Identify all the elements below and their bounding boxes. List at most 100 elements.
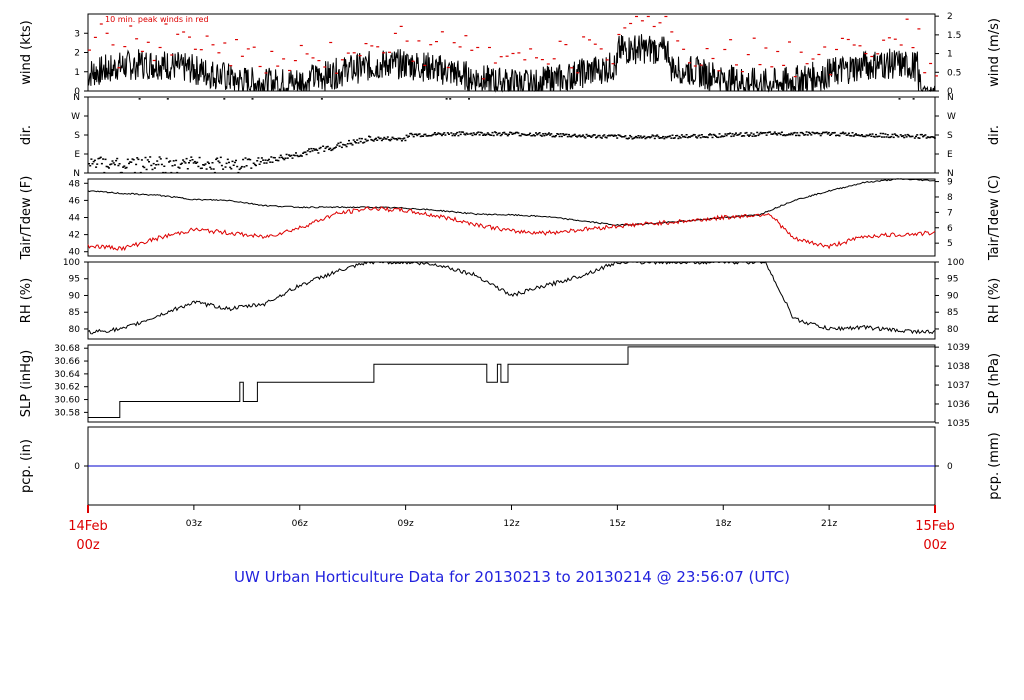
dir-point [131,158,134,160]
dir-point [830,133,833,135]
dir-point [777,132,780,134]
dir-point [875,133,877,136]
dir-point [855,133,857,135]
dir-point [236,165,239,168]
rh-series-line [87,261,936,335]
wind-peak-mark [799,51,803,53]
dir-point [180,162,183,165]
ylabel-left-precip: pcp. (in) [19,439,34,493]
dir-point [705,136,708,138]
dir-point [272,156,275,159]
wind-peak-mark [440,31,444,33]
dir-point [132,159,135,161]
wind-peak-mark [729,39,733,41]
dir-point [262,159,265,161]
wind-peak-mark [158,46,162,49]
dir-point [800,131,803,134]
dir-point [352,139,355,141]
dir-point [373,138,376,141]
dir-point [405,134,408,137]
dir-point [106,166,109,168]
dir-point [146,159,149,161]
dir-point [159,158,162,160]
dir-point [880,136,883,138]
dir-point [300,155,303,157]
wind-peak-mark [393,32,397,34]
dir-point [168,161,170,163]
wind-peak-mark [99,23,103,25]
dir-point [520,133,523,135]
dir-point [560,135,563,138]
wind-peak-mark [182,31,186,33]
xtick-label: 21z [821,519,837,529]
wind-peak-mark [470,49,474,51]
dir-point [673,137,676,139]
dir-point [818,132,821,135]
wind-peak-mark [382,52,386,54]
dir-point [878,135,881,137]
dir-point [328,148,330,151]
dir-point [422,135,425,137]
ytick-label-left-temperature: 46 [69,196,81,206]
dir-point [825,131,828,133]
dir-point [288,154,290,156]
wind-peak-mark [399,25,403,27]
dir-point [157,163,160,166]
dir-point [189,159,192,162]
wind-peak-mark [270,50,274,52]
dir-point [363,141,366,144]
dir-point [480,132,483,134]
dir-point [425,135,428,137]
dir-point [893,133,896,135]
dir-point [845,134,848,136]
dir-point [633,136,636,139]
wind-peak-mark [105,32,109,34]
dir-point [775,133,777,135]
dir-point [412,135,415,138]
dir-point [426,135,429,137]
dir-point [204,163,207,165]
dir-point [922,135,925,138]
dir-point [112,162,115,164]
dir-point [557,133,560,135]
dir-point [397,137,400,140]
dir-point [642,136,645,138]
dir-point [810,134,813,136]
dir-point [285,153,288,156]
dir-point [462,131,465,133]
ytick-label-right-wind: 0 [947,87,953,97]
dir-point [737,134,740,136]
dir-point [708,134,710,136]
ytick-label-right-temperature: 6 [947,224,953,234]
dir-point [442,133,445,135]
dir-point [517,132,520,134]
dir-point [515,131,517,134]
dir-point [836,134,839,136]
wind-peak-mark [170,54,174,56]
wind-peak-mark [605,59,609,61]
dir-point [865,134,868,136]
dir-point [348,139,350,142]
dir-point [853,134,856,136]
dir-point [583,136,586,138]
dir-point [408,135,410,137]
dir-point [151,168,154,171]
dir-point [340,146,343,149]
dir-point [579,135,582,138]
dir-point [424,133,427,136]
dir-point [193,160,196,163]
dir-point [143,166,146,169]
dir-point [355,142,357,144]
dir-point [318,147,321,150]
dir-point [170,171,173,174]
dir-point [689,136,692,138]
dir-point [486,132,489,134]
dir-point [809,132,812,135]
dir-point [905,136,908,138]
dir-point [206,161,209,163]
dir-point [266,159,269,162]
dir-point [889,136,892,139]
dir-point [679,137,682,139]
wind-peak-mark [282,58,286,60]
dir-point [450,132,453,134]
